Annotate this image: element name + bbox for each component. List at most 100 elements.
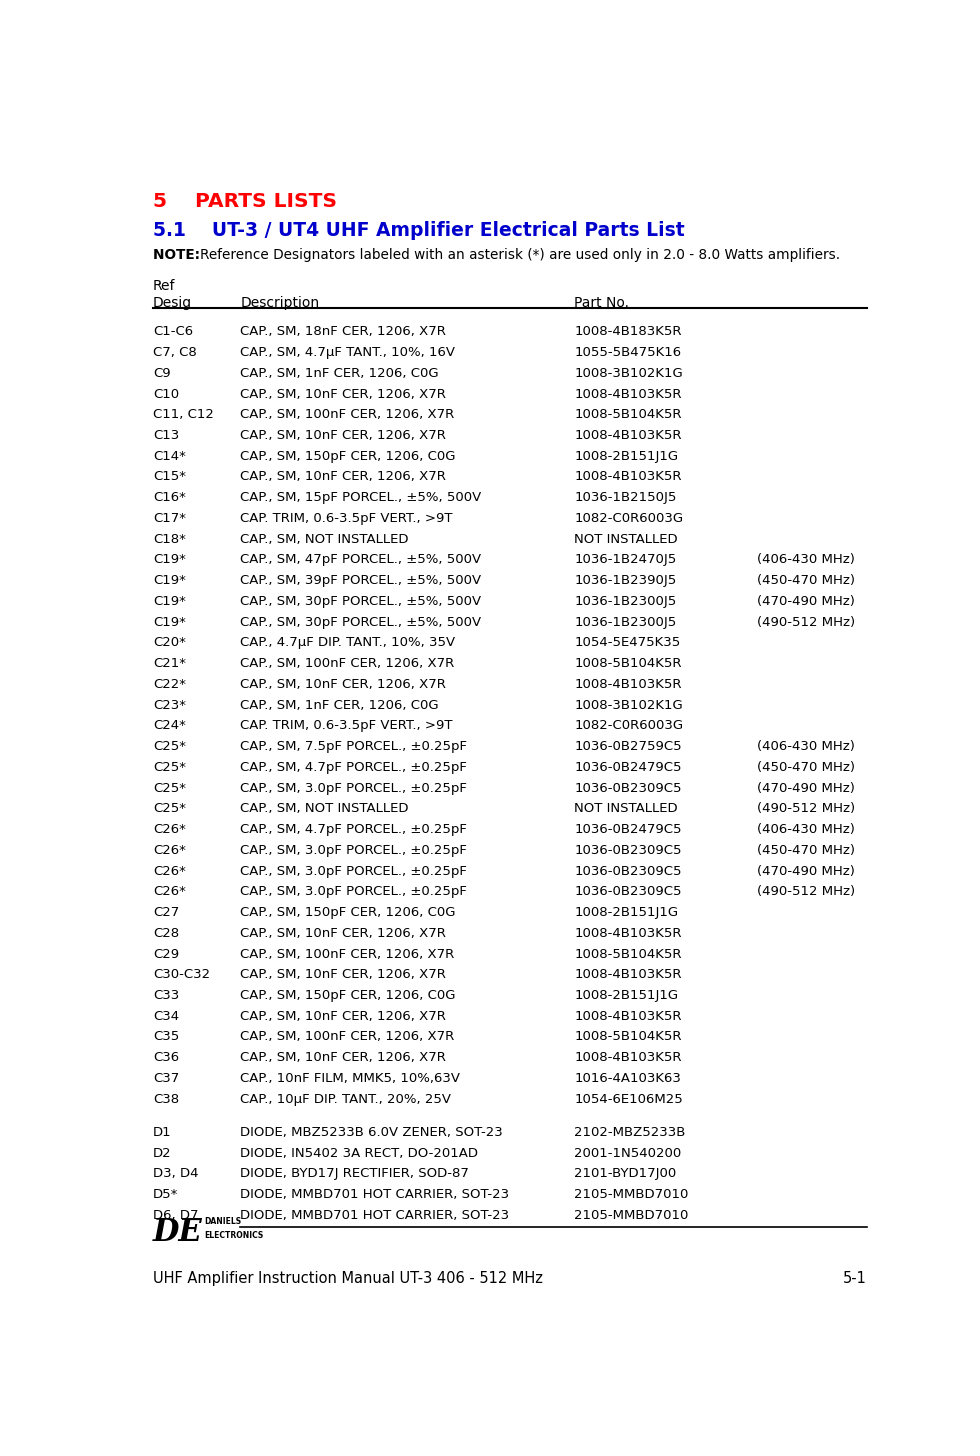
- Text: 1008-4B103K5R: 1008-4B103K5R: [574, 430, 682, 443]
- Text: C19*: C19*: [153, 616, 186, 629]
- Text: (470-490 MHz): (470-490 MHz): [757, 782, 855, 795]
- Text: 1036-0B2759C5: 1036-0B2759C5: [574, 740, 682, 753]
- Text: (406-430 MHz): (406-430 MHz): [757, 740, 855, 753]
- Text: 2102-MBZ5233B: 2102-MBZ5233B: [574, 1125, 686, 1139]
- Text: 1036-1B2300J5: 1036-1B2300J5: [574, 596, 676, 609]
- Text: DIODE, IN5402 3A RECT, DO-201AD: DIODE, IN5402 3A RECT, DO-201AD: [240, 1147, 478, 1159]
- Text: DIODE, BYD17J RECTIFIER, SOD-87: DIODE, BYD17J RECTIFIER, SOD-87: [240, 1168, 469, 1181]
- Text: C16*: C16*: [153, 491, 186, 504]
- Text: D5*: D5*: [153, 1188, 178, 1201]
- Text: CAP., SM, 10nF CER, 1206, X7R: CAP., SM, 10nF CER, 1206, X7R: [240, 387, 446, 400]
- Text: CAP., SM, 100nF CER, 1206, X7R: CAP., SM, 100nF CER, 1206, X7R: [240, 657, 455, 670]
- Text: CAP., SM, 10nF CER, 1206, X7R: CAP., SM, 10nF CER, 1206, X7R: [240, 968, 446, 981]
- Text: C21*: C21*: [153, 657, 186, 670]
- Text: C19*: C19*: [153, 596, 186, 609]
- Text: C14*: C14*: [153, 450, 186, 463]
- Text: C37: C37: [153, 1072, 179, 1085]
- Text: CAP., SM, 1nF CER, 1206, C0G: CAP., SM, 1nF CER, 1206, C0G: [240, 367, 439, 380]
- Text: (406-430 MHz): (406-430 MHz): [757, 553, 855, 566]
- Text: (490-512 MHz): (490-512 MHz): [757, 802, 855, 815]
- Text: 1008-2B151J1G: 1008-2B151J1G: [574, 989, 678, 1002]
- Text: C19*: C19*: [153, 553, 186, 566]
- Text: 1008-5B104K5R: 1008-5B104K5R: [574, 657, 682, 670]
- Text: 1008-4B103K5R: 1008-4B103K5R: [574, 678, 682, 692]
- Text: CAP., SM, 10nF CER, 1206, X7R: CAP., SM, 10nF CER, 1206, X7R: [240, 470, 446, 483]
- Text: 1016-4A103K63: 1016-4A103K63: [574, 1072, 681, 1085]
- Text: 1036-0B2309C5: 1036-0B2309C5: [574, 865, 682, 878]
- Text: C15*: C15*: [153, 470, 186, 483]
- Text: 1008-4B103K5R: 1008-4B103K5R: [574, 968, 682, 981]
- Text: 2101-BYD17J00: 2101-BYD17J00: [574, 1168, 676, 1181]
- Text: C23*: C23*: [153, 699, 186, 712]
- Text: (470-490 MHz): (470-490 MHz): [757, 865, 855, 878]
- Text: Ref: Ref: [153, 278, 175, 293]
- Text: 1054-6E106M25: 1054-6E106M25: [574, 1092, 683, 1105]
- Text: CAP., SM, 4.7pF PORCEL., ±0.25pF: CAP., SM, 4.7pF PORCEL., ±0.25pF: [240, 761, 467, 775]
- Text: C7, C8: C7, C8: [153, 347, 197, 360]
- Text: Desig: Desig: [153, 296, 192, 310]
- Text: Reference Designators labeled with an asterisk (*) are used only in 2.0 - 8.0 Wa: Reference Designators labeled with an as…: [200, 248, 840, 262]
- Text: (406-430 MHz): (406-430 MHz): [757, 823, 855, 836]
- Text: CAP., SM, 10nF CER, 1206, X7R: CAP., SM, 10nF CER, 1206, X7R: [240, 430, 446, 443]
- Text: CAP., 4.7µF DIP. TANT., 10%, 35V: CAP., 4.7µF DIP. TANT., 10%, 35V: [240, 636, 456, 649]
- Text: C24*: C24*: [153, 719, 186, 732]
- Text: 2001-1N540200: 2001-1N540200: [574, 1147, 682, 1159]
- Text: Description: Description: [240, 296, 319, 310]
- Text: 1008-3B102K1G: 1008-3B102K1G: [574, 367, 683, 380]
- Text: CAP., 10nF FILM, MMK5, 10%,63V: CAP., 10nF FILM, MMK5, 10%,63V: [240, 1072, 461, 1085]
- Text: NOT INSTALLED: NOT INSTALLED: [574, 533, 678, 546]
- Text: 2105-MMBD7010: 2105-MMBD7010: [574, 1208, 689, 1222]
- Text: 5    PARTS LISTS: 5 PARTS LISTS: [153, 192, 337, 211]
- Text: NOTE:: NOTE:: [153, 248, 210, 262]
- Text: C30-C32: C30-C32: [153, 968, 210, 981]
- Text: CAP., SM, 7.5pF PORCEL., ±0.25pF: CAP., SM, 7.5pF PORCEL., ±0.25pF: [240, 740, 467, 753]
- Text: C1-C6: C1-C6: [153, 325, 193, 338]
- Text: CAP., SM, 10nF CER, 1206, X7R: CAP., SM, 10nF CER, 1206, X7R: [240, 1051, 446, 1064]
- Text: DIODE, MBZ5233B 6.0V ZENER, SOT-23: DIODE, MBZ5233B 6.0V ZENER, SOT-23: [240, 1125, 503, 1139]
- Text: C29: C29: [153, 948, 179, 961]
- Text: C26*: C26*: [153, 865, 186, 878]
- Text: C36: C36: [153, 1051, 179, 1064]
- Text: C34: C34: [153, 1010, 179, 1022]
- Text: 1036-1B2150J5: 1036-1B2150J5: [574, 491, 677, 504]
- Text: CAP., SM, NOT INSTALLED: CAP., SM, NOT INSTALLED: [240, 533, 409, 546]
- Text: 1008-5B104K5R: 1008-5B104K5R: [574, 948, 682, 961]
- Text: C35: C35: [153, 1031, 179, 1044]
- Text: C33: C33: [153, 989, 179, 1002]
- Text: C26*: C26*: [153, 844, 186, 856]
- Text: C18*: C18*: [153, 533, 186, 546]
- Text: CAP., SM, 4.7pF PORCEL., ±0.25pF: CAP., SM, 4.7pF PORCEL., ±0.25pF: [240, 823, 467, 836]
- Text: CAP., SM, 3.0pF PORCEL., ±0.25pF: CAP., SM, 3.0pF PORCEL., ±0.25pF: [240, 782, 467, 795]
- Text: DIODE, MMBD701 HOT CARRIER, SOT-23: DIODE, MMBD701 HOT CARRIER, SOT-23: [240, 1208, 510, 1222]
- Text: 1036-1B2390J5: 1036-1B2390J5: [574, 574, 676, 587]
- Text: (450-470 MHz): (450-470 MHz): [757, 761, 855, 775]
- Text: CAP., SM, 39pF PORCEL., ±5%, 500V: CAP., SM, 39pF PORCEL., ±5%, 500V: [240, 574, 481, 587]
- Text: C27: C27: [153, 906, 179, 919]
- Text: D3, D4: D3, D4: [153, 1168, 198, 1181]
- Text: C26*: C26*: [153, 823, 186, 836]
- Text: ELECTRONICS: ELECTRONICS: [205, 1230, 264, 1241]
- Text: C28: C28: [153, 927, 179, 939]
- Text: Part No.: Part No.: [574, 296, 629, 310]
- Text: C17*: C17*: [153, 513, 186, 526]
- Text: NOT INSTALLED: NOT INSTALLED: [574, 802, 678, 815]
- Text: CAP., SM, 1nF CER, 1206, C0G: CAP., SM, 1nF CER, 1206, C0G: [240, 699, 439, 712]
- Text: CAP., SM, 150pF CER, 1206, C0G: CAP., SM, 150pF CER, 1206, C0G: [240, 906, 456, 919]
- Text: 1008-4B103K5R: 1008-4B103K5R: [574, 387, 682, 400]
- Text: 1008-2B151J1G: 1008-2B151J1G: [574, 450, 678, 463]
- Text: CAP., SM, 10nF CER, 1206, X7R: CAP., SM, 10nF CER, 1206, X7R: [240, 1010, 446, 1022]
- Text: 2105-MMBD7010: 2105-MMBD7010: [574, 1188, 689, 1201]
- Text: 1008-4B103K5R: 1008-4B103K5R: [574, 470, 682, 483]
- Text: CAP., SM, 47pF PORCEL., ±5%, 500V: CAP., SM, 47pF PORCEL., ±5%, 500V: [240, 553, 481, 566]
- Text: CAP. TRIM, 0.6-3.5pF VERT., >9T: CAP. TRIM, 0.6-3.5pF VERT., >9T: [240, 719, 453, 732]
- Text: (490-512 MHz): (490-512 MHz): [757, 616, 855, 629]
- Text: C22*: C22*: [153, 678, 186, 692]
- Text: CAP., SM, 30pF PORCEL., ±5%, 500V: CAP., SM, 30pF PORCEL., ±5%, 500V: [240, 596, 481, 609]
- Text: 1008-4B103K5R: 1008-4B103K5R: [574, 927, 682, 939]
- Text: C11, C12: C11, C12: [153, 408, 214, 421]
- Text: CAP., SM, 15pF PORCEL., ±5%, 500V: CAP., SM, 15pF PORCEL., ±5%, 500V: [240, 491, 481, 504]
- Text: CAP., SM, 4.7µF TANT., 10%, 16V: CAP., SM, 4.7µF TANT., 10%, 16V: [240, 347, 456, 360]
- Text: DANIELS: DANIELS: [205, 1217, 242, 1226]
- Text: (470-490 MHz): (470-490 MHz): [757, 596, 855, 609]
- Text: CAP., SM, 100nF CER, 1206, X7R: CAP., SM, 100nF CER, 1206, X7R: [240, 408, 455, 421]
